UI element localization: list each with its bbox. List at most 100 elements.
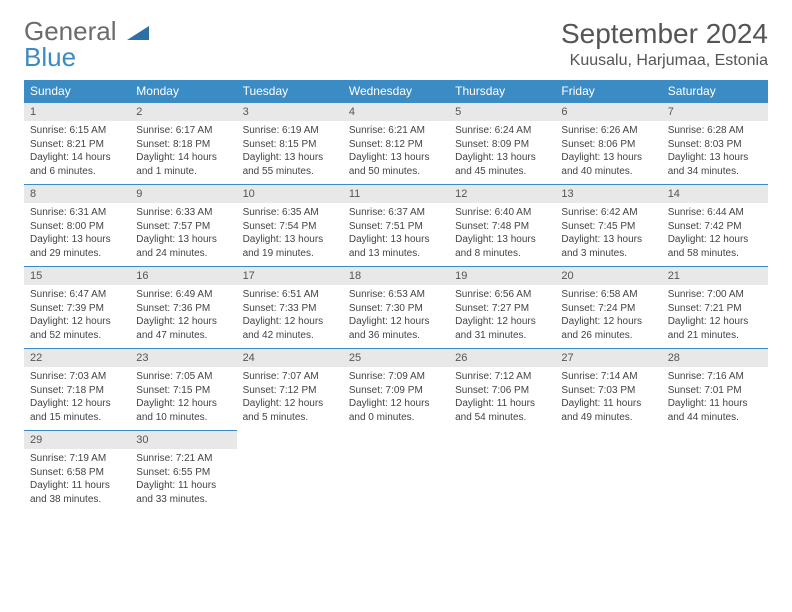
- calendar-table: SundayMondayTuesdayWednesdayThursdayFrid…: [24, 80, 768, 512]
- day-cell: 25Sunrise: 7:09 AMSunset: 7:09 PMDayligh…: [343, 348, 449, 430]
- day-number: 29: [24, 430, 130, 449]
- day-body: Sunrise: 6:40 AMSunset: 7:48 PMDaylight:…: [449, 203, 555, 266]
- day-body: Sunrise: 6:33 AMSunset: 7:57 PMDaylight:…: [130, 203, 236, 266]
- day-cell: 3Sunrise: 6:19 AMSunset: 8:15 PMDaylight…: [237, 102, 343, 184]
- day-body: Sunrise: 7:12 AMSunset: 7:06 PMDaylight:…: [449, 367, 555, 430]
- day-header: Thursday: [449, 80, 555, 102]
- day-cell: 9Sunrise: 6:33 AMSunset: 7:57 PMDaylight…: [130, 184, 236, 266]
- day-cell: 2Sunrise: 6:17 AMSunset: 8:18 PMDaylight…: [130, 102, 236, 184]
- day-number: 8: [24, 184, 130, 203]
- day-cell: 24Sunrise: 7:07 AMSunset: 7:12 PMDayligh…: [237, 348, 343, 430]
- day-cell: .: [237, 430, 343, 512]
- day-number: 11: [343, 184, 449, 203]
- day-number: 17: [237, 266, 343, 285]
- day-number: 18: [343, 266, 449, 285]
- day-number: 30: [130, 430, 236, 449]
- week-row: 22Sunrise: 7:03 AMSunset: 7:18 PMDayligh…: [24, 348, 768, 430]
- week-row: 29Sunrise: 7:19 AMSunset: 6:58 PMDayligh…: [24, 430, 768, 512]
- day-number: 4: [343, 102, 449, 121]
- week-row: 15Sunrise: 6:47 AMSunset: 7:39 PMDayligh…: [24, 266, 768, 348]
- day-cell: 29Sunrise: 7:19 AMSunset: 6:58 PMDayligh…: [24, 430, 130, 512]
- day-header: Monday: [130, 80, 236, 102]
- day-body: Sunrise: 6:35 AMSunset: 7:54 PMDaylight:…: [237, 203, 343, 266]
- day-number: 20: [555, 266, 661, 285]
- day-cell: .: [449, 430, 555, 512]
- day-body: Sunrise: 7:14 AMSunset: 7:03 PMDaylight:…: [555, 367, 661, 430]
- day-number: 13: [555, 184, 661, 203]
- day-header: Tuesday: [237, 80, 343, 102]
- logo-line2: Blue: [24, 42, 76, 72]
- logo: General Blue: [24, 18, 149, 70]
- day-body: Sunrise: 6:58 AMSunset: 7:24 PMDaylight:…: [555, 285, 661, 348]
- day-body: Sunrise: 6:44 AMSunset: 7:42 PMDaylight:…: [662, 203, 768, 266]
- day-number: 22: [24, 348, 130, 367]
- day-cell: .: [555, 430, 661, 512]
- day-body: Sunrise: 6:37 AMSunset: 7:51 PMDaylight:…: [343, 203, 449, 266]
- day-number: 3: [237, 102, 343, 121]
- day-number: 27: [555, 348, 661, 367]
- day-header-row: SundayMondayTuesdayWednesdayThursdayFrid…: [24, 80, 768, 102]
- day-body: Sunrise: 6:53 AMSunset: 7:30 PMDaylight:…: [343, 285, 449, 348]
- day-number: 23: [130, 348, 236, 367]
- day-cell: 21Sunrise: 7:00 AMSunset: 7:21 PMDayligh…: [662, 266, 768, 348]
- day-cell: 14Sunrise: 6:44 AMSunset: 7:42 PMDayligh…: [662, 184, 768, 266]
- day-header: Friday: [555, 80, 661, 102]
- day-number: 15: [24, 266, 130, 285]
- day-number: 5: [449, 102, 555, 121]
- day-cell: 11Sunrise: 6:37 AMSunset: 7:51 PMDayligh…: [343, 184, 449, 266]
- day-number: 12: [449, 184, 555, 203]
- day-cell: 30Sunrise: 7:21 AMSunset: 6:55 PMDayligh…: [130, 430, 236, 512]
- day-number: 28: [662, 348, 768, 367]
- day-body: Sunrise: 7:16 AMSunset: 7:01 PMDaylight:…: [662, 367, 768, 430]
- day-number: 26: [449, 348, 555, 367]
- day-body: Sunrise: 7:19 AMSunset: 6:58 PMDaylight:…: [24, 449, 130, 512]
- day-number: 19: [449, 266, 555, 285]
- day-number: 14: [662, 184, 768, 203]
- week-row: 1Sunrise: 6:15 AMSunset: 8:21 PMDaylight…: [24, 102, 768, 184]
- day-body: Sunrise: 6:17 AMSunset: 8:18 PMDaylight:…: [130, 121, 236, 184]
- week-row: 8Sunrise: 6:31 AMSunset: 8:00 PMDaylight…: [24, 184, 768, 266]
- day-cell: 5Sunrise: 6:24 AMSunset: 8:09 PMDaylight…: [449, 102, 555, 184]
- day-body: Sunrise: 7:21 AMSunset: 6:55 PMDaylight:…: [130, 449, 236, 512]
- day-body: Sunrise: 6:26 AMSunset: 8:06 PMDaylight:…: [555, 121, 661, 184]
- day-body: Sunrise: 6:56 AMSunset: 7:27 PMDaylight:…: [449, 285, 555, 348]
- day-cell: 27Sunrise: 7:14 AMSunset: 7:03 PMDayligh…: [555, 348, 661, 430]
- day-body: Sunrise: 7:09 AMSunset: 7:09 PMDaylight:…: [343, 367, 449, 430]
- logo-text: General Blue: [24, 18, 149, 70]
- day-header: Saturday: [662, 80, 768, 102]
- day-cell: 4Sunrise: 6:21 AMSunset: 8:12 PMDaylight…: [343, 102, 449, 184]
- day-cell: 19Sunrise: 6:56 AMSunset: 7:27 PMDayligh…: [449, 266, 555, 348]
- day-cell: 23Sunrise: 7:05 AMSunset: 7:15 PMDayligh…: [130, 348, 236, 430]
- day-body: Sunrise: 7:00 AMSunset: 7:21 PMDaylight:…: [662, 285, 768, 348]
- day-cell: 28Sunrise: 7:16 AMSunset: 7:01 PMDayligh…: [662, 348, 768, 430]
- day-number: 24: [237, 348, 343, 367]
- day-cell: 22Sunrise: 7:03 AMSunset: 7:18 PMDayligh…: [24, 348, 130, 430]
- day-body: Sunrise: 6:21 AMSunset: 8:12 PMDaylight:…: [343, 121, 449, 184]
- day-cell: 18Sunrise: 6:53 AMSunset: 7:30 PMDayligh…: [343, 266, 449, 348]
- day-cell: 1Sunrise: 6:15 AMSunset: 8:21 PMDaylight…: [24, 102, 130, 184]
- day-number: 1: [24, 102, 130, 121]
- header: General Blue September 2024 Kuusalu, Har…: [24, 18, 768, 70]
- day-body: Sunrise: 6:42 AMSunset: 7:45 PMDaylight:…: [555, 203, 661, 266]
- day-cell: 8Sunrise: 6:31 AMSunset: 8:00 PMDaylight…: [24, 184, 130, 266]
- day-cell: .: [662, 430, 768, 512]
- day-cell: 16Sunrise: 6:49 AMSunset: 7:36 PMDayligh…: [130, 266, 236, 348]
- day-cell: 15Sunrise: 6:47 AMSunset: 7:39 PMDayligh…: [24, 266, 130, 348]
- day-body: Sunrise: 6:31 AMSunset: 8:00 PMDaylight:…: [24, 203, 130, 266]
- logo-triangle-icon: [127, 24, 149, 40]
- day-cell: 12Sunrise: 6:40 AMSunset: 7:48 PMDayligh…: [449, 184, 555, 266]
- day-body: Sunrise: 6:47 AMSunset: 7:39 PMDaylight:…: [24, 285, 130, 348]
- day-cell: 13Sunrise: 6:42 AMSunset: 7:45 PMDayligh…: [555, 184, 661, 266]
- day-body: Sunrise: 6:24 AMSunset: 8:09 PMDaylight:…: [449, 121, 555, 184]
- day-cell: 10Sunrise: 6:35 AMSunset: 7:54 PMDayligh…: [237, 184, 343, 266]
- day-body: Sunrise: 6:19 AMSunset: 8:15 PMDaylight:…: [237, 121, 343, 184]
- location: Kuusalu, Harjumaa, Estonia: [561, 52, 768, 70]
- day-header: Wednesday: [343, 80, 449, 102]
- day-number: 6: [555, 102, 661, 121]
- day-header: Sunday: [24, 80, 130, 102]
- day-body: Sunrise: 6:51 AMSunset: 7:33 PMDaylight:…: [237, 285, 343, 348]
- day-number: 25: [343, 348, 449, 367]
- day-number: 7: [662, 102, 768, 121]
- day-body: Sunrise: 6:15 AMSunset: 8:21 PMDaylight:…: [24, 121, 130, 184]
- day-body: Sunrise: 6:49 AMSunset: 7:36 PMDaylight:…: [130, 285, 236, 348]
